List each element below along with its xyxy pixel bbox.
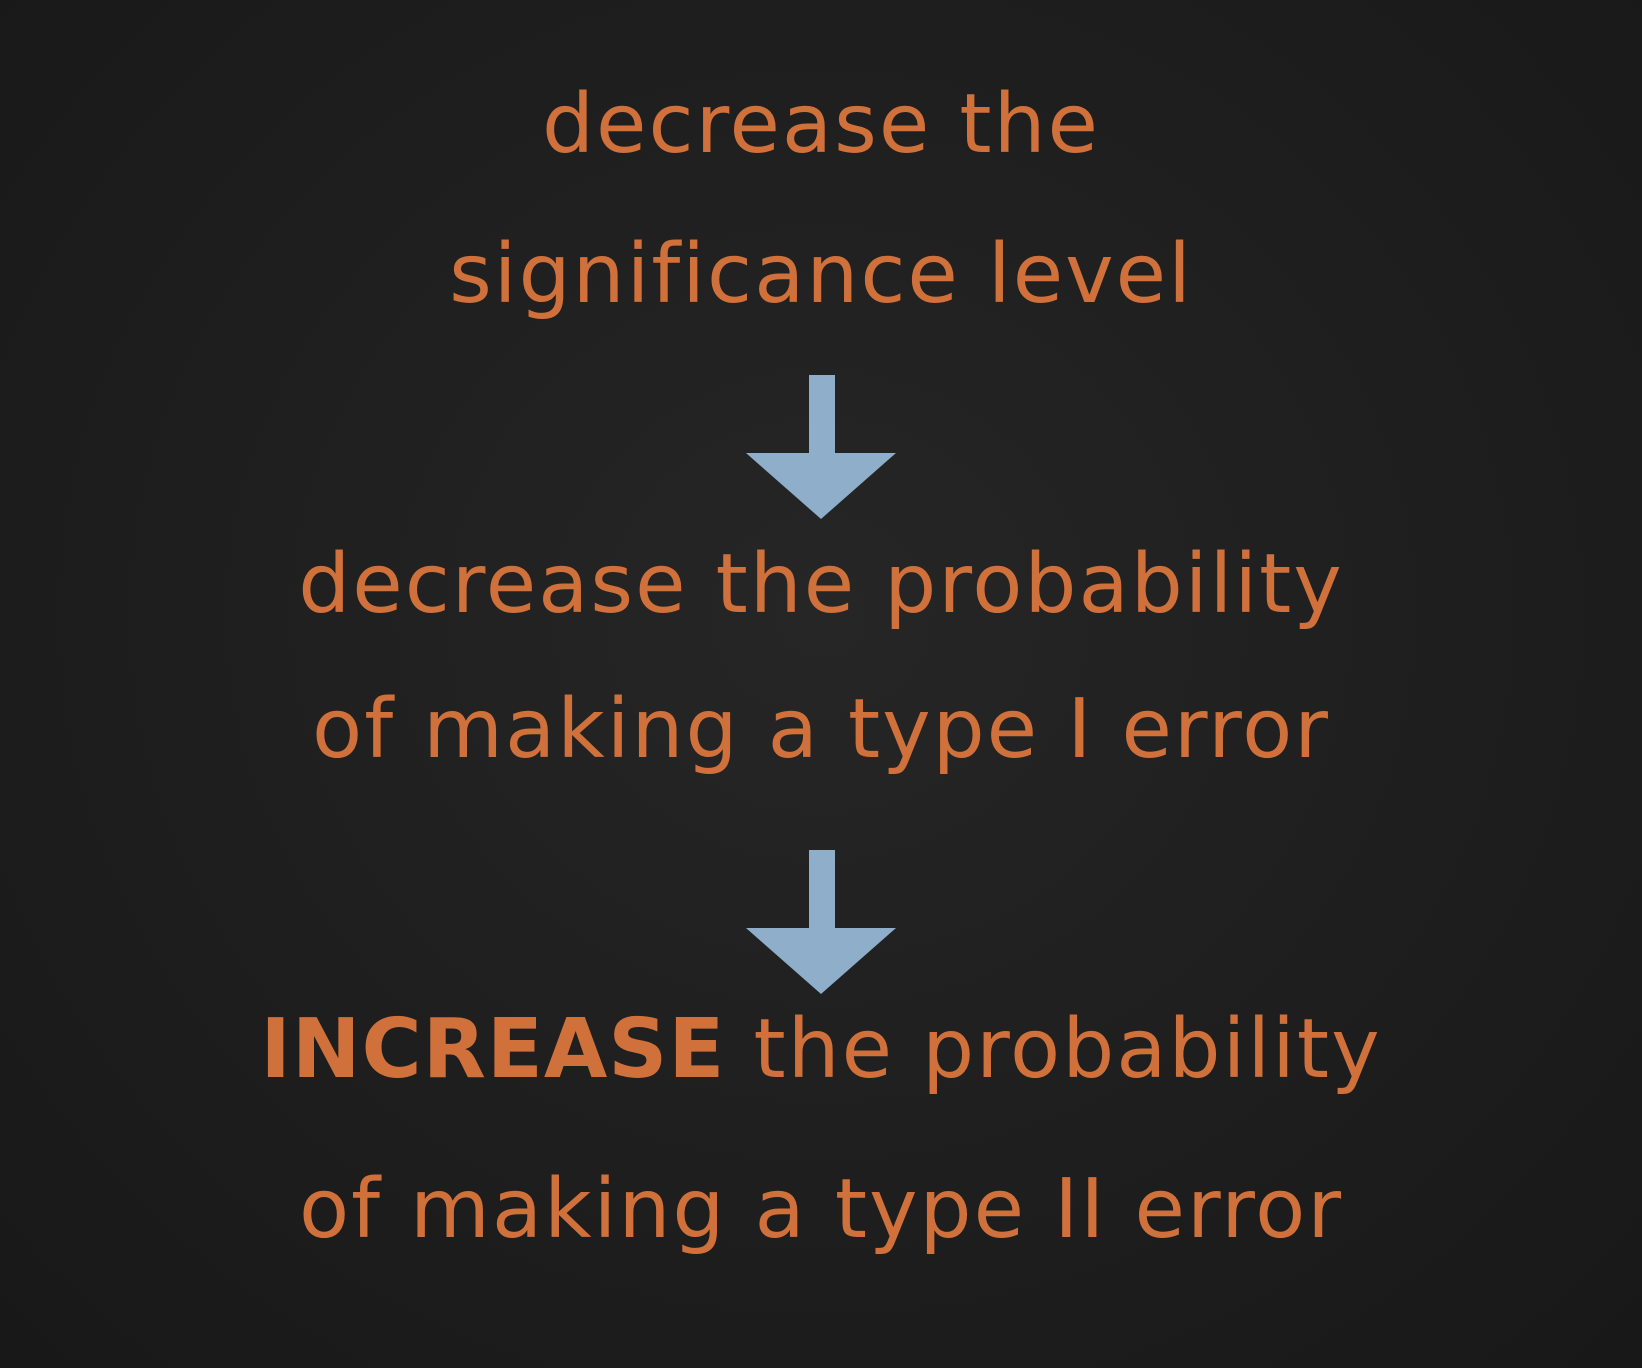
- step3-line1: INCREASE the probability: [0, 1000, 1642, 1100]
- down-arrow-icon: [746, 375, 896, 519]
- step1-line1: decrease the: [541, 77, 1100, 172]
- increase-emphasis: INCREASE: [260, 1002, 726, 1097]
- step3-line1-rest: the probability: [725, 1002, 1382, 1097]
- step1-line2: significance level: [449, 227, 1193, 322]
- down-arrow-icon: [746, 850, 896, 994]
- step3-line2: of making a type II error: [298, 1162, 1344, 1257]
- step2-line2: of making a type I error: [312, 682, 1330, 777]
- step2-line1: decrease the probability: [298, 537, 1344, 632]
